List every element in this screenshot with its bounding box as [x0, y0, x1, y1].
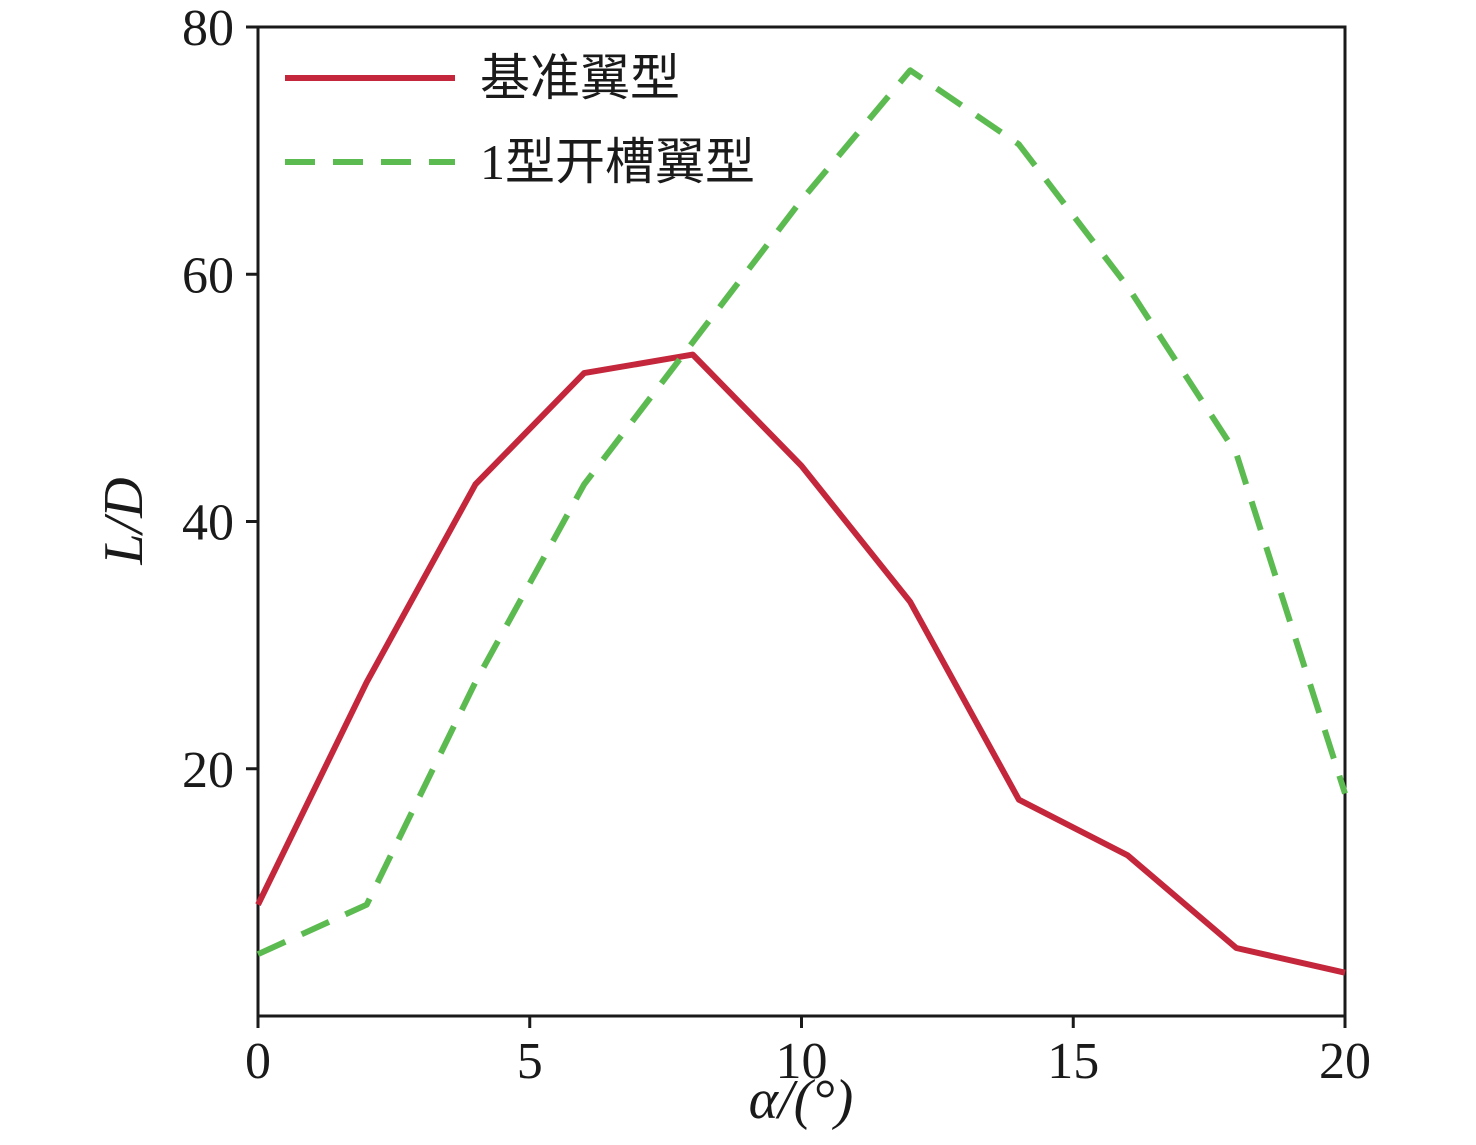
legend-label-1: 1型开槽翼型 — [480, 134, 755, 190]
y-tick-label: 20 — [182, 742, 234, 799]
plot-frame — [256, 25, 1347, 1018]
x-tick-label: 15 — [1047, 1033, 1099, 1090]
series-line-1 — [256, 67, 1348, 957]
legend-label-0: 基准翼型 — [480, 50, 680, 106]
x-tick-label: 0 — [245, 1033, 271, 1090]
y-axis-label: L/D — [93, 477, 155, 565]
x-axis-label: α/(°) — [749, 1069, 854, 1131]
x-tick-label: 10 — [776, 1033, 828, 1090]
x-tick-label: 5 — [517, 1033, 543, 1090]
y-tick-label: 60 — [182, 247, 234, 304]
series-line-0 — [255, 351, 1346, 976]
y-tick-label: 80 — [182, 0, 234, 57]
y-tick-label: 40 — [182, 495, 234, 552]
x-tick-label: 20 — [1319, 1033, 1371, 1090]
